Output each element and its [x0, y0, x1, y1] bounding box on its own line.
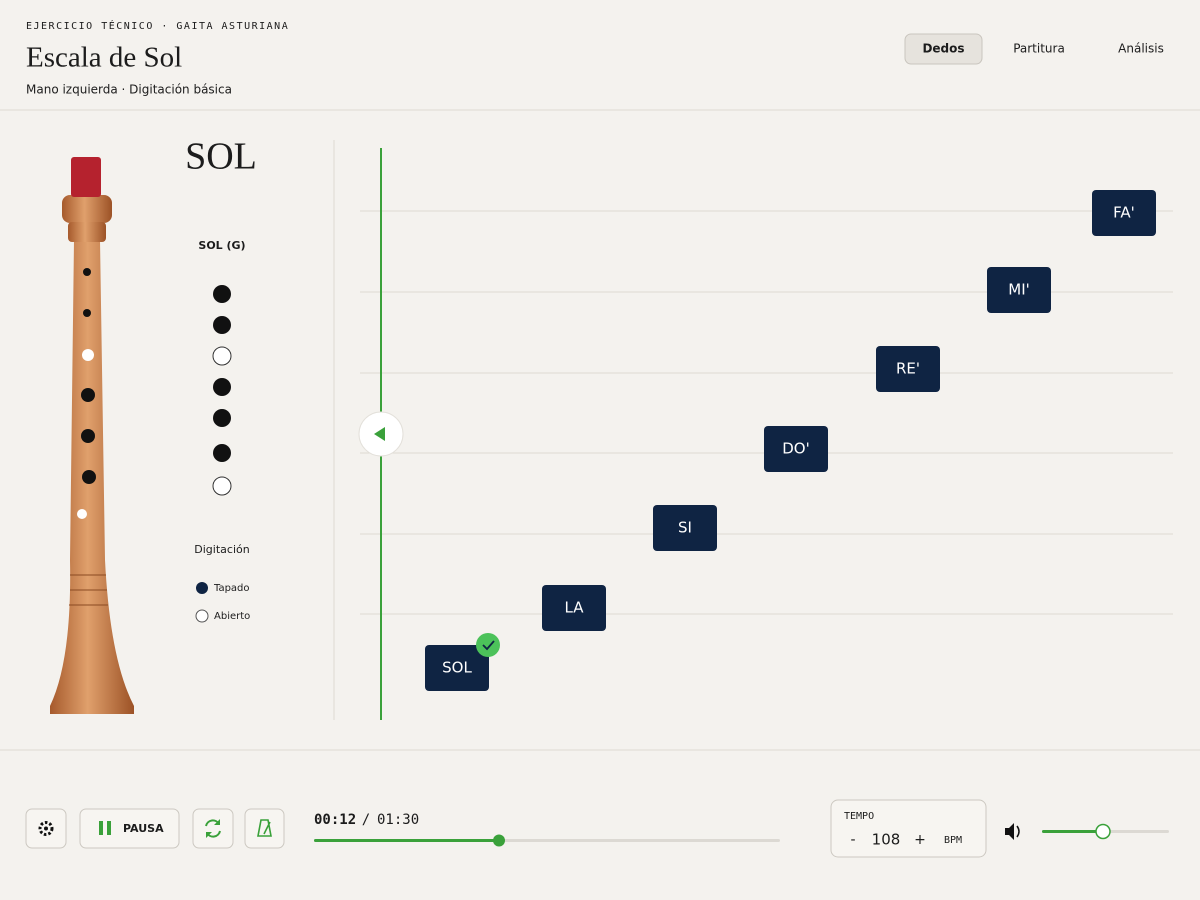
time-elapsed: 00:12: [314, 812, 356, 828]
chanter-collar: [68, 222, 106, 242]
note-block-label: DO': [782, 440, 809, 458]
note-block[interactable]: FA': [1092, 190, 1156, 236]
note-block-label: SI: [678, 519, 692, 537]
pause-button[interactable]: [79, 808, 180, 849]
note-block-bg: [1092, 190, 1156, 236]
chanter-hole: [82, 349, 94, 361]
tab[interactable]: Análisis: [1118, 42, 1164, 56]
tempo-value: 108: [872, 831, 901, 849]
chanter-hole: [81, 429, 95, 443]
note-block[interactable]: DO': [764, 426, 828, 472]
chanter-hole: [83, 309, 91, 317]
note-staff: [358, 148, 1173, 720]
loop-button[interactable]: [192, 808, 234, 849]
tempo-unit: BPM: [944, 835, 962, 846]
note-block-bg: [876, 346, 940, 392]
volume-knob[interactable]: [1095, 823, 1111, 840]
chanter-hole: [81, 388, 95, 402]
hole-open: [212, 476, 232, 496]
legend-closed-swatch: [196, 582, 208, 594]
time-total: 01:30: [377, 812, 419, 828]
time-separator: /: [362, 812, 370, 828]
chanter-cap: [71, 157, 101, 197]
note-block[interactable]: RE': [876, 346, 940, 392]
chanter-hole: [83, 268, 91, 276]
hole-closed: [213, 378, 231, 396]
note-check: [476, 633, 500, 657]
legend-title: Digitación: [194, 543, 249, 556]
chanter-hole: [77, 509, 87, 519]
note-block-bg: [425, 645, 489, 691]
eyebrow: EJERCICIO TÉCNICO · GAITA ASTURIANA: [26, 19, 289, 32]
note-block[interactable]: SOL: [425, 645, 489, 691]
page-title: Escala de Sol: [26, 42, 182, 74]
legend-open: Abierto: [214, 611, 250, 622]
settings-icon: [44, 826, 48, 831]
note-block[interactable]: SI: [653, 505, 717, 551]
settings-icon: [38, 821, 54, 836]
note-block-bg: [542, 585, 606, 631]
progress-knob[interactable]: [493, 834, 505, 847]
chanter-hole: [82, 470, 96, 484]
note-block-bg: [764, 426, 828, 472]
progress-fill: [314, 839, 499, 842]
tab[interactable]: Dedos: [922, 42, 964, 56]
hole-closed: [213, 444, 231, 462]
metronome-button[interactable]: [244, 808, 285, 849]
note-block-label: SOL: [442, 659, 472, 677]
volume-fill: [1042, 830, 1103, 833]
legend-closed: Tapado: [213, 583, 250, 594]
note-name: SOL: [185, 136, 257, 178]
pause-label: PAUSA: [123, 822, 164, 835]
note-block[interactable]: LA: [542, 585, 606, 631]
fingering-holes: [212, 285, 232, 496]
tab[interactable]: Partitura: [1013, 42, 1065, 56]
hole-closed: [213, 409, 231, 427]
note-block-label: MI': [1008, 281, 1030, 299]
playhead-arrow: [374, 427, 385, 441]
legend-open-swatch: [195, 609, 209, 623]
metronome-icon: [257, 819, 272, 837]
note-label: SOL (G): [198, 239, 245, 252]
tempo-label: TEMPO: [844, 811, 874, 822]
note-block[interactable]: MI': [987, 267, 1051, 313]
chanter-collar: [62, 195, 112, 223]
hole-closed: [213, 285, 231, 303]
loop-icon: [206, 819, 220, 838]
hole-open: [212, 346, 232, 366]
tempo-minus[interactable]: -: [850, 832, 855, 848]
chanter-illustration: [50, 157, 134, 714]
pause-icon: [107, 821, 111, 835]
note-block-bg: [653, 505, 717, 551]
note-block-bg: [987, 267, 1051, 313]
tempo-box: [830, 799, 987, 858]
note-block-label: LA: [565, 599, 585, 617]
volume-icon: [1016, 825, 1020, 838]
volume-icon[interactable]: [1005, 823, 1014, 840]
note-check-mark: [482, 640, 495, 651]
subtitle: Mano izquierda · Digitación básica: [26, 83, 232, 97]
note-blocks: SOL LA SI DO' RE' MI' FA': [425, 190, 1156, 691]
tempo-plus[interactable]: +: [914, 832, 926, 848]
note-block-label: FA': [1113, 204, 1135, 222]
note-block-label: RE': [896, 360, 920, 378]
hole-closed: [213, 316, 231, 334]
tab-active-bg[interactable]: [904, 33, 983, 65]
pause-icon: [99, 821, 103, 835]
